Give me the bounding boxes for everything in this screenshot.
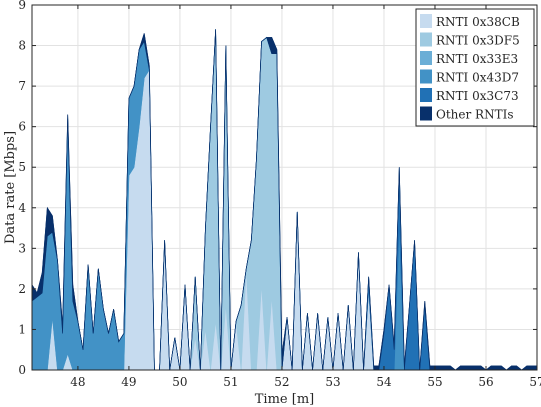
x-tick-label: 57 <box>529 375 541 389</box>
x-tick-label: 49 <box>121 375 136 389</box>
legend-swatch <box>420 69 432 84</box>
y-tick-label: 8 <box>18 39 26 53</box>
x-tick-label: 56 <box>478 375 493 389</box>
x-tick-label: 51 <box>223 375 238 389</box>
y-tick-label: 6 <box>18 120 26 134</box>
legend-label: RNTI 0x3C73 <box>436 89 519 103</box>
y-tick-label: 3 <box>18 241 26 255</box>
legend-label: RNTI 0x38CB <box>436 15 520 29</box>
x-tick-label: 54 <box>376 375 392 389</box>
x-axis: 48 49 50 51 52 53 54 55 56 57 <box>70 5 541 389</box>
x-tick-label: 53 <box>325 375 340 389</box>
y-tick-label: 1 <box>18 322 26 336</box>
x-tick-label: 52 <box>274 375 289 389</box>
legend-label: RNTI 0x43D7 <box>436 71 519 85</box>
y-tick-label: 4 <box>18 201 26 215</box>
x-tick-label: 55 <box>427 375 442 389</box>
legend-swatch <box>420 14 432 28</box>
y-tick-label: 9 <box>18 0 26 12</box>
y-tick-label: 0 <box>18 363 26 377</box>
legend-swatch <box>420 51 432 65</box>
legend-label: Other RNTIs <box>436 108 513 122</box>
plot-frame <box>31 4 538 371</box>
y-axis: 0 1 2 3 4 5 6 7 8 9 <box>18 0 537 377</box>
legend-swatch <box>420 88 432 102</box>
legend-swatch <box>420 106 432 121</box>
legend-box <box>415 8 535 127</box>
y-tick-label: 7 <box>18 79 26 93</box>
legend: RNTI 0x38CB RNTI 0x3DF5 RNTI 0x33E3 RNTI 0x… <box>415 8 535 127</box>
x-axis-label: Time [m] <box>255 392 314 407</box>
total-outline <box>31 29 537 371</box>
legend-swatch <box>420 32 432 47</box>
legend-label: RNTI 0x33E3 <box>436 52 518 66</box>
legend-label: RNTI 0x3DF5 <box>436 34 520 48</box>
x-tick-label: 48 <box>70 375 85 389</box>
x-tick-label: 50 <box>172 375 187 389</box>
y-axis-label: Data rate [Mbps] <box>3 131 18 244</box>
y-tick-label: 2 <box>18 282 26 296</box>
y-tick-label: 5 <box>18 160 26 174</box>
